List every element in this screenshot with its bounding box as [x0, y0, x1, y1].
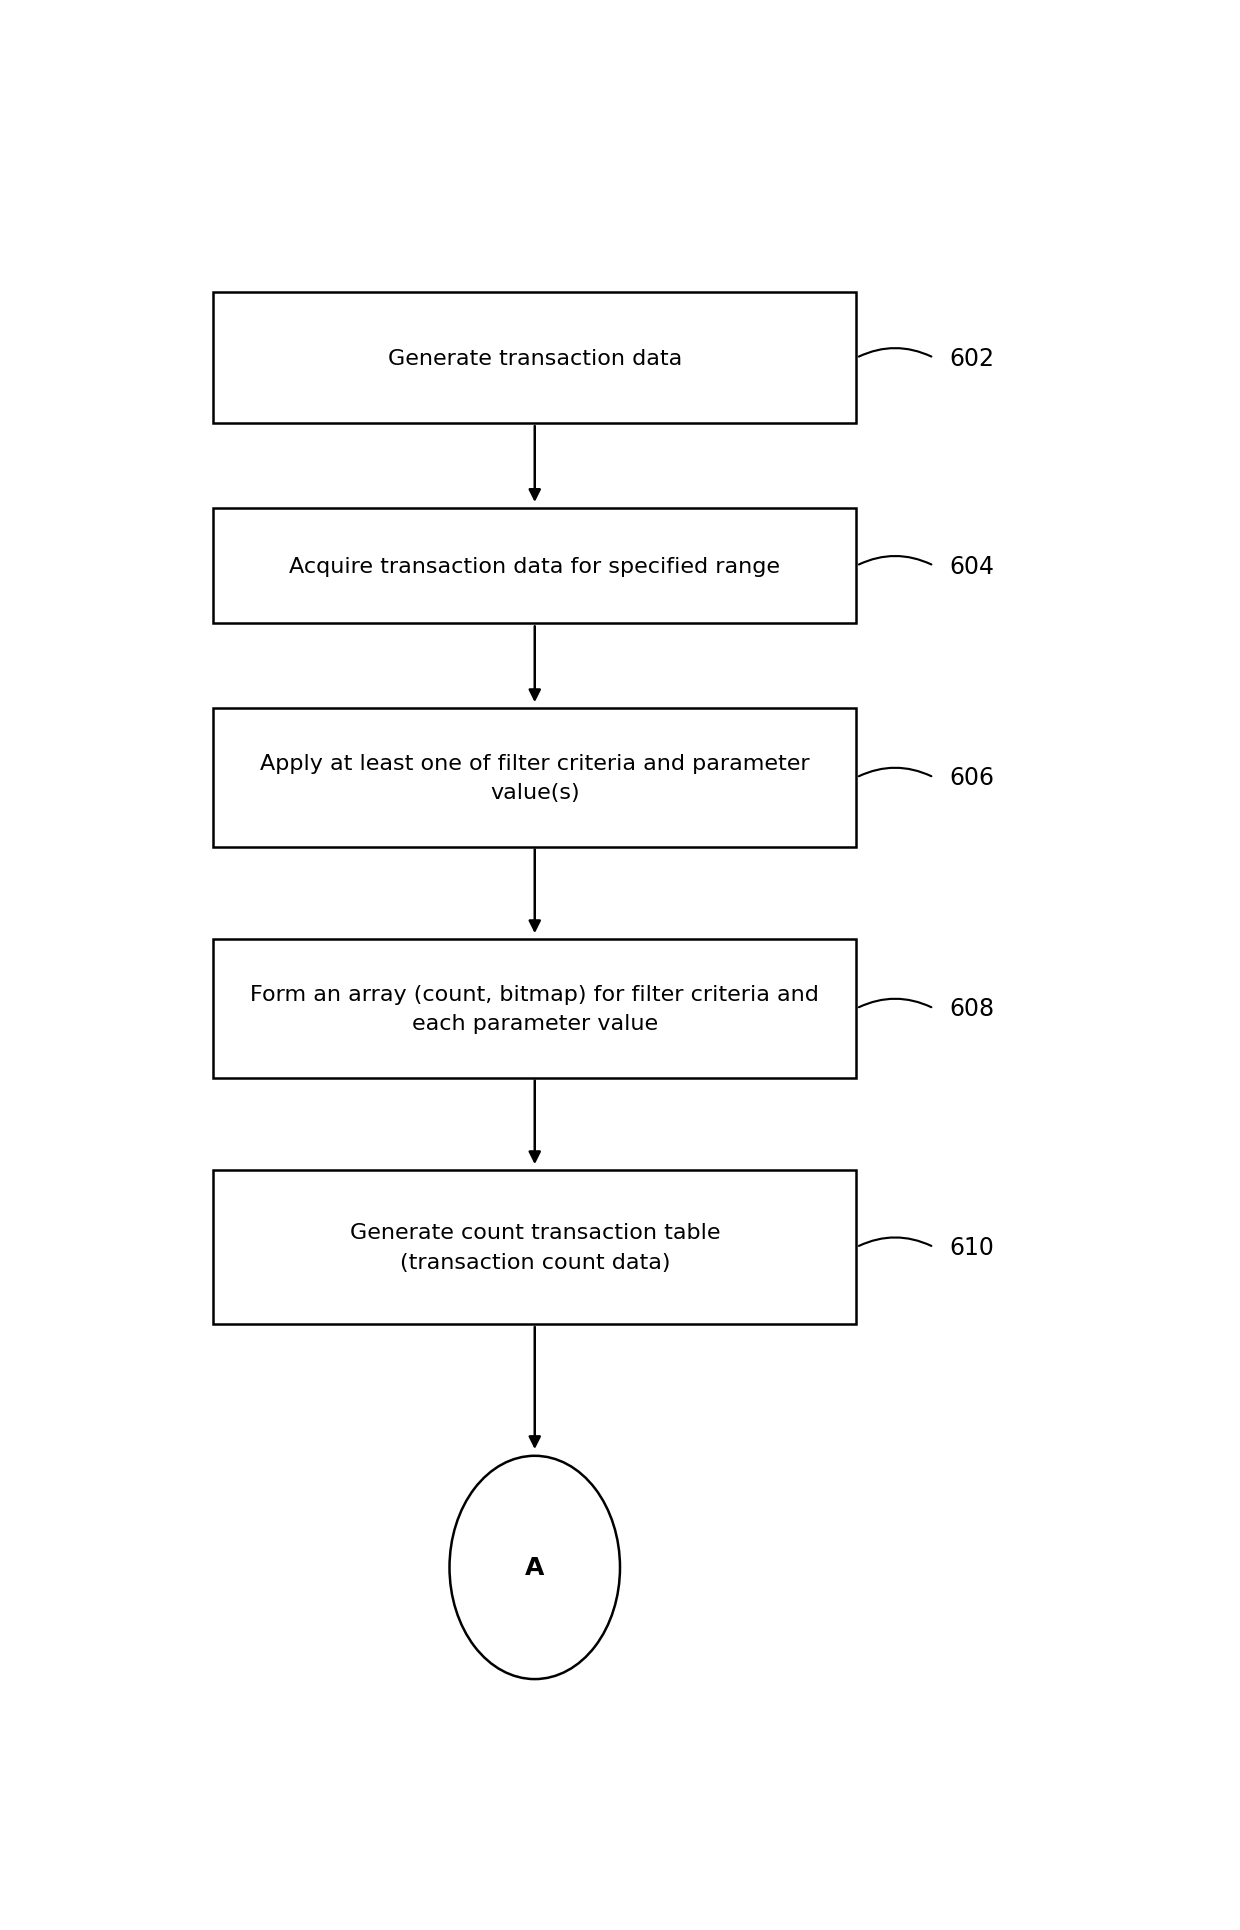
Text: 610: 610 [950, 1235, 994, 1260]
Text: Generate count transaction table
(transaction count data): Generate count transaction table (transa… [350, 1224, 720, 1272]
Text: A: A [525, 1556, 544, 1579]
Text: 606: 606 [950, 766, 994, 789]
Bar [213, 940, 857, 1079]
Text: 604: 604 [950, 554, 994, 579]
Text: Generate transaction data: Generate transaction data [388, 349, 682, 369]
Text: Form an array (count, bitmap) for filter criteria and
each parameter value: Form an array (count, bitmap) for filter… [250, 984, 820, 1034]
Bar [213, 510, 857, 623]
Bar [213, 1170, 857, 1324]
Text: 608: 608 [950, 998, 994, 1021]
Bar [213, 708, 857, 847]
Ellipse shape [449, 1455, 620, 1679]
Bar [213, 293, 857, 425]
Text: 602: 602 [950, 347, 994, 371]
Text: Apply at least one of filter criteria and parameter
value(s): Apply at least one of filter criteria an… [260, 753, 810, 803]
Text: Acquire transaction data for specified range: Acquire transaction data for specified r… [289, 556, 780, 577]
